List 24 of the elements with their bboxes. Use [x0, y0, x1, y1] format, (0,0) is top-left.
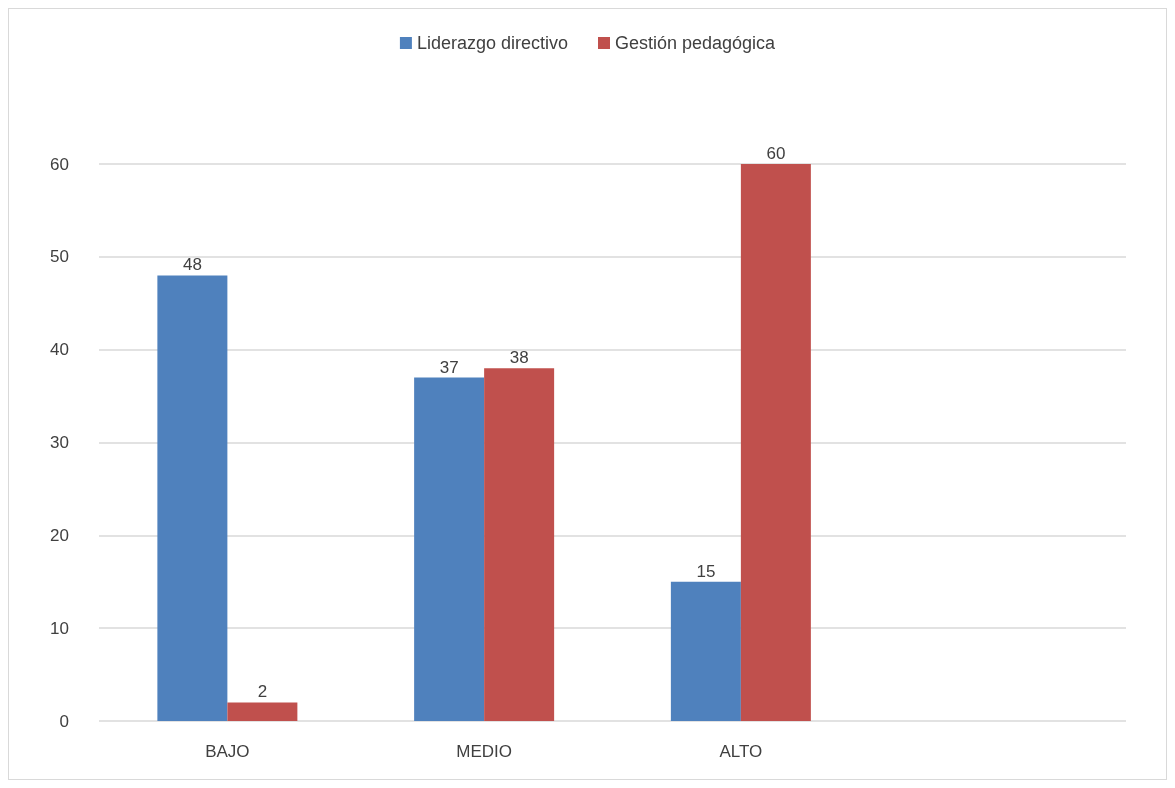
bar [740, 164, 811, 721]
bar [484, 368, 555, 721]
data-label: 48 [182, 255, 202, 275]
data-label: 15 [696, 561, 716, 581]
y-tick-label: 10 [50, 618, 69, 638]
data-label: 37 [439, 357, 459, 377]
bar [227, 702, 298, 721]
legend-label: Liderazgo directivo [416, 33, 568, 53]
y-tick-label: 30 [50, 433, 69, 452]
data-label: 38 [509, 348, 529, 368]
y-tick-label: 40 [50, 340, 69, 360]
x-tick-label: MEDIO [456, 742, 512, 761]
data-label: 60 [766, 144, 786, 163]
data-label: 2 [257, 682, 268, 702]
y-tick-label: 60 [50, 154, 69, 174]
bar [670, 581, 741, 721]
legend-label: Gestión pedagógica [614, 33, 777, 53]
y-tick-label: 0 [59, 711, 69, 731]
y-tick-label: 20 [50, 525, 69, 545]
bar [414, 377, 485, 721]
x-tick-label: BAJO [205, 742, 250, 761]
x-tick-label: ALTO [719, 742, 763, 761]
bar [157, 275, 228, 721]
y-tick-label: 50 [50, 247, 69, 267]
